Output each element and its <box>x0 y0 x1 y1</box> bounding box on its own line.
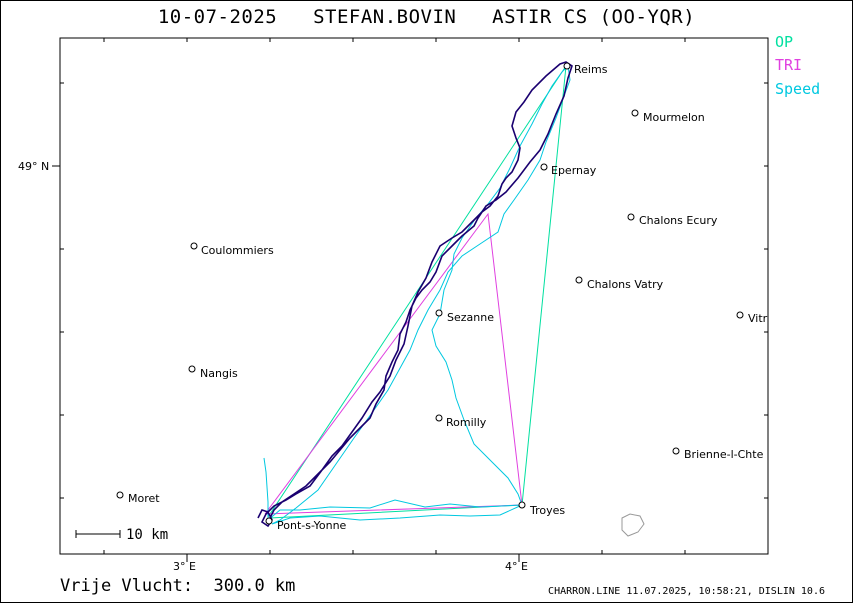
city-sezanne: Sezanne <box>435 309 494 324</box>
svg-text:Sezanne: Sezanne <box>447 311 494 324</box>
lat-label: 49° N <box>18 160 49 173</box>
scale-bar: 10 km <box>75 527 168 543</box>
op-route <box>267 65 567 519</box>
lat-axis: 49° N <box>18 82 768 499</box>
city-romilly: Romilly <box>435 414 487 429</box>
svg-text:Pont-s-Yonne: Pont-s-Yonne <box>277 519 347 532</box>
legend-tri: TRI <box>775 56 803 74</box>
flight-date: 10-07-2025 <box>157 6 278 28</box>
city-troyes: Troyes <box>518 501 565 517</box>
lon-label-4e: 4° E <box>505 560 528 573</box>
svg-text:Mourmelon: Mourmelon <box>643 111 705 124</box>
city-chalons-ecury: Chalons Ecury <box>627 213 718 227</box>
svg-text:Nangis: Nangis <box>200 367 238 380</box>
city-brienne: Brienne-l-Chte <box>672 447 764 461</box>
svg-text:Brienne-l-Chte: Brienne-l-Chte <box>684 448 764 461</box>
scale-label: 10 km <box>126 527 168 543</box>
city-epernay: Epernay <box>540 163 597 177</box>
speed-track <box>263 64 571 525</box>
glider-name: ASTIR CS (OO-YQR) <box>492 6 696 28</box>
svg-text:Coulommiers: Coulommiers <box>201 244 274 257</box>
footer-info: CHARRON.LINE 11.07.2025, 10:58:21, DISLI… <box>548 586 825 597</box>
city-mourmelon: Mourmelon <box>631 109 705 124</box>
free-flight-distance: Vrije Vlucht: 300.0 km <box>60 576 296 596</box>
cities: Reims Mourmelon Epernay Chalons Ecury Co… <box>116 62 768 532</box>
pilot-name: STEFAN.BOVIN <box>313 6 457 28</box>
lon-label-3e: 3° E <box>173 560 196 573</box>
svg-text:Vitr: Vitr <box>748 312 768 325</box>
city-pont-s-yonne: Pont-s-Yonne <box>265 517 347 532</box>
flight-track <box>257 61 573 528</box>
city-moret: Moret <box>116 491 160 505</box>
svg-text:Troyes: Troyes <box>529 504 565 517</box>
svg-text:Romilly: Romilly <box>446 416 487 429</box>
svg-text:Moret: Moret <box>128 492 160 505</box>
city-chalons-vatry: Chalons Vatry <box>575 276 664 291</box>
svg-text:Chalons Vatry: Chalons Vatry <box>587 278 664 291</box>
svg-text:Epernay: Epernay <box>551 164 597 177</box>
city-reims: Reims <box>563 62 608 76</box>
city-coulommiers: Coulommiers <box>190 242 274 257</box>
svg-text:Chalons Ecury: Chalons Ecury <box>639 214 718 227</box>
tri-route <box>264 212 523 515</box>
lon-axis: 3° E 4° E <box>103 38 686 573</box>
city-nangis: Nangis <box>188 365 238 380</box>
svg-text:Reims: Reims <box>574 63 608 76</box>
legend-speed: Speed <box>775 80 821 98</box>
city-vitr: Vitr <box>736 311 768 325</box>
lake-shape <box>621 513 645 537</box>
map-title: 10-07-2025 STEFAN.BOVIN ASTIR CS (OO-YQR… <box>0 6 853 28</box>
map-border <box>59 37 769 555</box>
legend-op: OP <box>775 33 794 51</box>
